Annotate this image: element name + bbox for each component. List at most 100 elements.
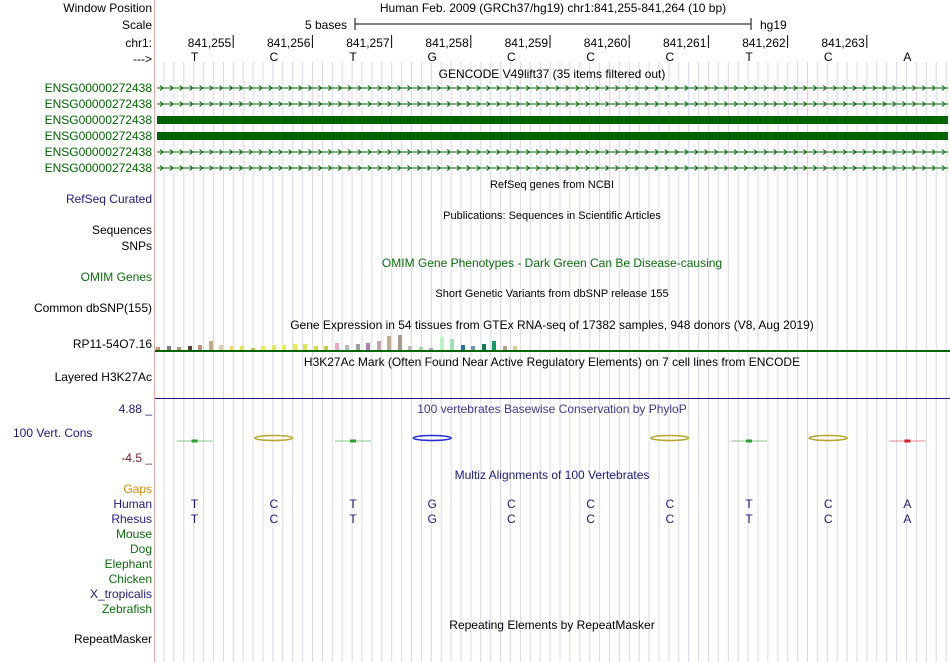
gtex-tissue-bar[interactable] [219, 345, 223, 350]
gtex-tissue-bar[interactable] [450, 339, 454, 350]
conservation-title[interactable]: 100 vertebrates Basewise Conservation by… [417, 402, 687, 416]
ruler-graphics [232, 18, 868, 48]
gtex-tissue-bar[interactable] [156, 347, 160, 350]
chrom-label[interactable]: chr1: [125, 36, 152, 50]
gencode-title[interactable]: GENCODE V49lift37 (35 items filtered out… [438, 67, 666, 81]
gtex-tissue-bar[interactable] [334, 343, 339, 350]
gtex-tissue-bar[interactable] [513, 346, 517, 350]
gencode-item-feature[interactable] [157, 164, 948, 172]
dbsnp-title[interactable]: Short Genetic Variants from dbSNP releas… [435, 288, 669, 300]
gtex-tissue-bar[interactable] [439, 337, 444, 350]
gencode-item-label[interactable]: ENSG00000272438 [44, 113, 152, 127]
gtex-bars[interactable] [155, 332, 950, 352]
conservation-mark[interactable] [731, 439, 767, 443]
species-label[interactable]: Gaps [123, 482, 152, 496]
conservation-mark[interactable] [335, 439, 371, 443]
publications-title[interactable]: Publications: Sequences in Scientific Ar… [443, 210, 661, 222]
gtex-tissue-bar[interactable] [229, 346, 234, 350]
species-label[interactable]: Mouse [115, 527, 152, 541]
coordinate-label: 841,255 [187, 36, 232, 50]
scale-bar [354, 18, 752, 30]
gtex-tissue-bar[interactable] [408, 346, 412, 350]
gencode-item-feature[interactable] [157, 132, 948, 140]
gencode-item-label[interactable]: ENSG00000272438 [44, 161, 152, 175]
gtex-tissue-bar[interactable] [303, 344, 307, 350]
species-label[interactable]: Chicken [108, 572, 152, 586]
gtex-tissue-bar[interactable] [198, 345, 202, 350]
gtex-tissue-bar[interactable] [471, 346, 475, 350]
snps-label[interactable]: SNPs [121, 239, 152, 253]
gencode-item-label[interactable]: ENSG00000272438 [44, 97, 152, 111]
gtex-tissue-bar[interactable] [292, 344, 297, 350]
gtex-tissue-bar[interactable] [460, 345, 465, 350]
refseq-label[interactable]: RefSeq Curated [65, 192, 152, 206]
scale-label[interactable]: Scale [121, 18, 152, 32]
gtex-tissue-bar[interactable] [187, 346, 192, 350]
gtex-tissue-bar[interactable] [502, 346, 507, 350]
gtex-tissue-bar[interactable] [313, 346, 318, 350]
window-position-label[interactable]: Window Position [63, 1, 152, 15]
species-label[interactable]: Dog [129, 542, 152, 556]
gencode-item-feature[interactable] [157, 84, 948, 92]
gtex-tissue-bar[interactable] [208, 341, 213, 350]
conservation-mark[interactable] [412, 434, 452, 442]
reference-base: G [427, 50, 437, 64]
multiz-title[interactable]: Multiz Alignments of 100 Vertebrates [454, 468, 650, 482]
conservation-mark[interactable] [889, 439, 926, 443]
gtex-tissue-bar[interactable] [240, 346, 244, 350]
species-label[interactable]: Human [113, 497, 152, 511]
gencode-item-label[interactable]: ENSG00000272438 [44, 129, 152, 143]
gtex-tissue-bar[interactable] [282, 345, 286, 350]
conservation-mark[interactable] [176, 439, 213, 443]
omim-title[interactable]: OMIM Gene Phenotypes - Dark Green Can Be… [381, 256, 723, 270]
gtex-tissue-bar[interactable] [387, 336, 391, 350]
gtex-tissue-bar[interactable] [418, 347, 423, 350]
label-separator[interactable] [154, 0, 155, 662]
species-base: T [190, 497, 199, 511]
gtex-tissue-bar[interactable] [429, 348, 433, 350]
gtex-tissue-bar[interactable] [355, 344, 360, 350]
gtex-tissue-bar[interactable] [324, 346, 328, 350]
species-base: T [190, 512, 199, 526]
conservation-label[interactable]: 100 Vert. Cons [13, 426, 93, 440]
conservation-mark[interactable] [254, 434, 294, 442]
h3k27ac-label[interactable]: Layered H3K27Ac [54, 370, 152, 384]
gtex-title[interactable]: Gene Expression in 54 tissues from GTEx … [290, 318, 814, 332]
species-base: C [665, 512, 675, 526]
gtex-tissue-bar[interactable] [271, 345, 276, 350]
sequences-label[interactable]: Sequences [91, 223, 152, 237]
conservation-mark[interactable] [650, 434, 690, 442]
gtex-tissue-bar[interactable] [492, 341, 496, 350]
dbsnp-label[interactable]: Common dbSNP(155) [33, 301, 152, 315]
species-label[interactable]: Elephant [104, 557, 152, 571]
repeatmasker-label[interactable]: RepeatMasker [73, 632, 152, 646]
gtex-tissue-bar[interactable] [261, 346, 265, 350]
gtex-tissue-bar[interactable] [166, 346, 171, 350]
reference-base: T [190, 50, 199, 64]
gtex-tissue-bar[interactable] [177, 347, 181, 350]
gtex-tissue-bar[interactable] [481, 344, 486, 350]
conservation-mark[interactable] [808, 434, 848, 442]
omim-label[interactable]: OMIM Genes [80, 270, 152, 284]
strand-label[interactable]: ---> [133, 52, 152, 66]
gencode-item-feature[interactable] [157, 116, 948, 124]
refseq-title[interactable]: RefSeq genes from NCBI [489, 179, 615, 191]
species-label[interactable]: Zebrafish [101, 602, 152, 616]
assembly-position-text[interactable]: Human Feb. 2009 (GRCh37/hg19) chr1:841,2… [379, 1, 727, 15]
gtex-tissue-bar[interactable] [250, 348, 255, 350]
gtex-tissue-bar[interactable] [376, 341, 381, 350]
h3k27ac-title[interactable]: H3K27Ac Mark (Often Found Near Active Re… [303, 355, 801, 369]
gencode-item-feature[interactable] [157, 148, 948, 156]
gtex-tissue-bar[interactable] [397, 335, 402, 350]
conservation-marks[interactable] [155, 425, 950, 455]
species-label[interactable]: X_tropicalis [89, 587, 152, 601]
repeatmasker-title[interactable]: Repeating Elements by RepeatMasker [449, 618, 655, 632]
gencode-item-feature[interactable] [157, 100, 948, 108]
species-label[interactable]: Rhesus [111, 512, 152, 526]
gtex-label[interactable]: RP11-54O7.16 [72, 337, 152, 351]
gtex-tissue-bar[interactable] [345, 345, 349, 350]
gencode-item-label[interactable]: ENSG00000272438 [44, 81, 152, 95]
gencode-item-label[interactable]: ENSG00000272438 [44, 145, 152, 159]
gtex-tissue-bar[interactable] [366, 343, 370, 350]
